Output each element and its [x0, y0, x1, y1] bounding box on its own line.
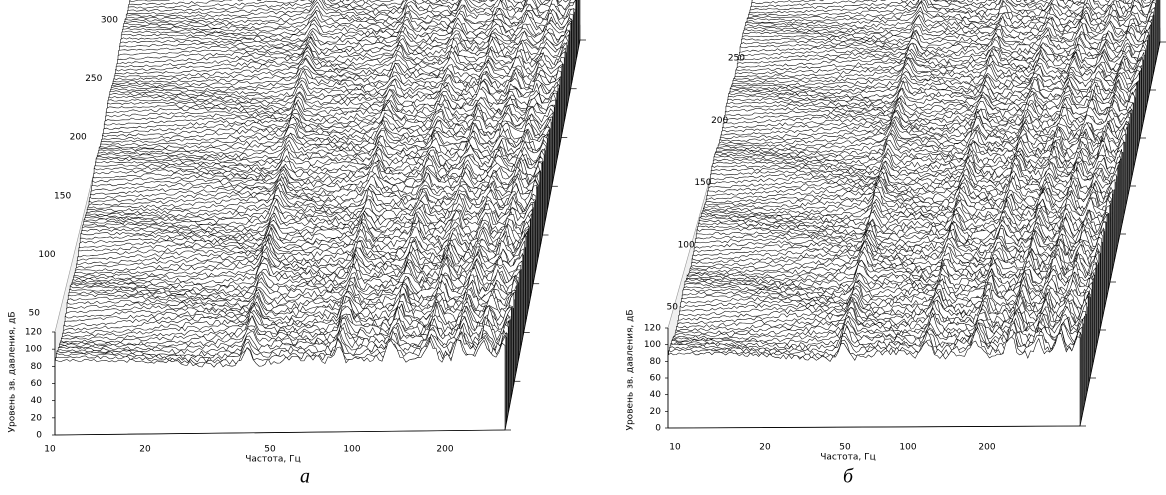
panel-caption: б	[843, 466, 854, 488]
freq-tick-label: 50	[839, 443, 851, 453]
level-tick-label: 0	[655, 424, 661, 434]
time-tick-label: 250	[85, 74, 102, 84]
level-tick-label: 80	[31, 362, 43, 372]
level-tick-label: 120	[25, 328, 42, 338]
y-axis-label: Уровень зв. давления, дБ	[626, 309, 636, 430]
level-tick-label: 60	[31, 379, 43, 389]
level-tick-label: 40	[650, 390, 662, 400]
level-tick-label: 20	[31, 413, 43, 423]
level-tick-label: 20	[650, 407, 662, 417]
panel: 0 20 40 60 80 100 120 50 100 150 200 250 10 20 50 100 20…	[626, 0, 1166, 488]
time-tick-label: 300	[101, 16, 118, 26]
freq-tick-label: 100	[343, 445, 360, 455]
level-tick-label: 0	[36, 431, 42, 441]
time-tick-label: 200	[70, 133, 87, 143]
level-tick-label: 100	[644, 340, 661, 350]
time-tick-label: 50	[29, 309, 41, 319]
time-tick-label: 100	[38, 250, 55, 260]
freq-tick-label: 10	[44, 445, 56, 455]
freq-tick-label: 20	[759, 443, 771, 453]
level-tick-label: 80	[650, 357, 662, 367]
level-tick-label: 100	[25, 345, 42, 355]
freq-tick-label: 50	[264, 445, 276, 455]
time-tick-label: 200	[711, 116, 728, 126]
time-tick-label: 50	[667, 303, 679, 313]
freq-tick-label: 10	[669, 443, 681, 453]
freq-tick-label: 20	[139, 445, 151, 455]
time-tick-label: 150	[694, 178, 711, 188]
time-tick-label: 100	[678, 240, 695, 250]
level-tick-label: 120	[644, 324, 661, 334]
panel: 0 20 40 60 80 100 120 50 100 150 200 250 300 10 20 50 10…	[8, 0, 587, 488]
x-axis-label: Частота, Гц	[245, 455, 300, 465]
x-axis-label: Частота, Гц	[820, 453, 875, 463]
freq-tick-label: 200	[978, 443, 995, 453]
level-tick-label: 40	[31, 396, 43, 406]
freq-tick-label: 100	[899, 443, 916, 453]
time-tick-label: 150	[54, 191, 71, 201]
freq-tick-label: 200	[436, 445, 453, 455]
level-tick-label: 60	[650, 374, 662, 384]
panel-caption: а	[300, 466, 310, 488]
y-axis-label: Уровень зв. давления, дБ	[8, 311, 18, 432]
time-tick-label: 250	[728, 54, 745, 64]
